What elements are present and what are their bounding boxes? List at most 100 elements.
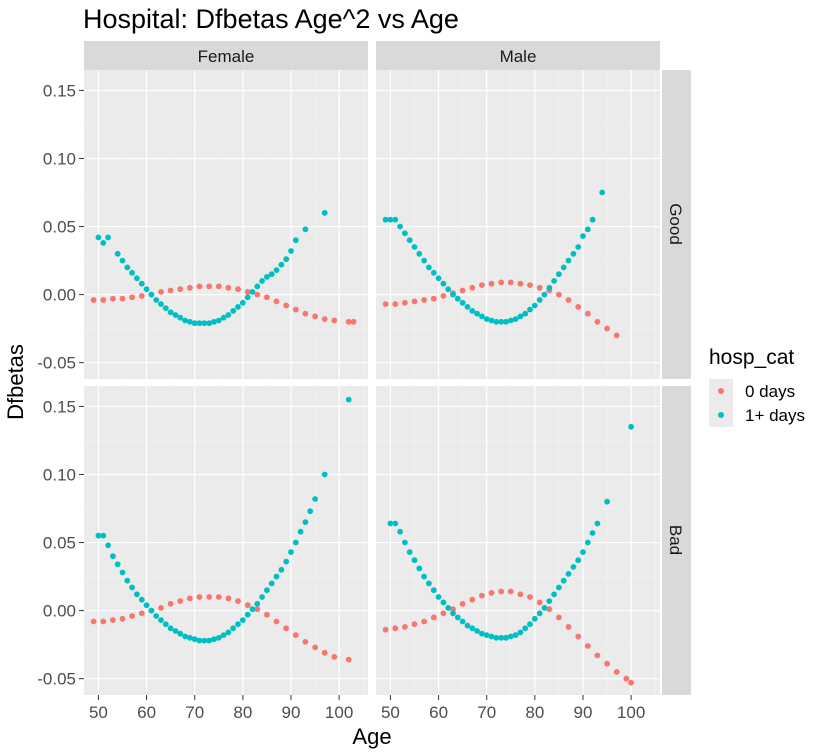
- point-1-days: [302, 519, 309, 525]
- point-0-days: [225, 284, 232, 291]
- point-1-days: [249, 289, 256, 295]
- point-0-days: [187, 284, 193, 291]
- point-0-days: [345, 656, 352, 663]
- point-1-days: [522, 625, 529, 632]
- point-1-days: [143, 602, 150, 609]
- point-1-days: [196, 637, 203, 644]
- panels: [84, 70, 660, 695]
- x-tick-label: 80: [525, 703, 544, 722]
- point-0-days: [536, 599, 543, 606]
- point-1-days: [235, 304, 241, 310]
- x-tick-label: 70: [185, 703, 204, 722]
- point-1-days: [435, 275, 442, 282]
- point-1-days: [522, 310, 529, 317]
- point-1-days: [589, 216, 596, 223]
- point-0-days: [628, 679, 634, 686]
- point-0-days: [264, 611, 270, 618]
- point-1-days: [503, 318, 509, 325]
- y-tick-label: -0.05: [37, 670, 76, 689]
- point-1-days: [345, 396, 352, 403]
- point-0-days: [273, 618, 280, 625]
- point-0-days: [292, 632, 299, 638]
- point-1-days: [450, 291, 456, 298]
- point-1-days: [292, 539, 299, 546]
- point-0-days: [479, 282, 485, 288]
- point-1-days: [421, 257, 427, 264]
- point-1-days: [536, 297, 543, 303]
- point-0-days: [392, 301, 399, 307]
- point-0-days: [498, 588, 505, 595]
- point-1-days: [392, 216, 399, 223]
- point-0-days: [488, 280, 495, 287]
- point-1-days: [503, 634, 509, 641]
- point-0-days: [187, 595, 193, 602]
- point-1-days: [278, 261, 285, 268]
- point-1-days: [541, 605, 548, 611]
- point-1-days: [575, 244, 582, 250]
- strip-background-female: [84, 41, 368, 70]
- strip-label-male: Male: [500, 47, 537, 66]
- point-1-days: [474, 628, 480, 634]
- point-1-days: [162, 621, 169, 628]
- y-tick-label: 0.05: [43, 534, 76, 553]
- point-1-days: [517, 629, 524, 636]
- point-0-days: [196, 594, 203, 600]
- y-tick-label: 0.00: [43, 286, 76, 305]
- point-1-days: [321, 471, 328, 478]
- point-1-days: [397, 223, 403, 230]
- point-1-days: [459, 299, 466, 306]
- point-0-days: [517, 280, 524, 287]
- point-0-days: [411, 298, 418, 305]
- point-0-days: [584, 310, 591, 317]
- panel-male-good: [376, 70, 660, 379]
- point-1-days: [254, 600, 261, 607]
- point-0-days: [235, 598, 241, 604]
- point-1-days: [402, 230, 408, 237]
- point-1-days: [172, 628, 179, 634]
- point-0-days: [283, 302, 290, 309]
- point-0-days: [235, 286, 241, 293]
- point-1-days: [312, 496, 318, 502]
- point-0-days: [158, 289, 164, 295]
- point-0-days: [321, 316, 328, 322]
- x-tick-label: 100: [617, 703, 645, 722]
- point-0-days: [273, 298, 280, 305]
- point-1-days: [297, 528, 304, 535]
- x-tick-label: 90: [282, 703, 301, 722]
- point-1-days: [182, 317, 189, 324]
- point-0-days: [167, 600, 174, 607]
- point-1-days: [172, 312, 179, 318]
- point-1-days: [406, 237, 413, 244]
- point-0-days: [575, 304, 582, 310]
- point-0-days: [517, 591, 524, 598]
- point-0-days: [382, 626, 389, 633]
- point-1-days: [541, 291, 548, 298]
- point-1-days: [268, 271, 275, 278]
- point-1-days: [100, 240, 107, 246]
- point-0-days: [575, 633, 582, 640]
- y-tick-label: 0.05: [43, 218, 76, 237]
- point-1-days: [220, 632, 227, 638]
- point-0-days: [167, 287, 174, 294]
- point-1-days: [469, 308, 476, 314]
- point-1-days: [464, 304, 471, 310]
- point-0-days: [469, 596, 476, 603]
- x-tick-label: 100: [325, 703, 353, 722]
- point-1-days: [124, 577, 131, 584]
- point-0-days: [507, 279, 514, 286]
- point-0-days: [527, 282, 533, 288]
- point-1-days: [474, 310, 480, 317]
- point-0-days: [312, 313, 318, 320]
- point-1-days: [426, 264, 432, 271]
- point-1-days: [454, 614, 461, 621]
- point-1-days: [498, 318, 505, 325]
- point-0-days: [594, 318, 601, 325]
- point-1-days: [259, 278, 265, 284]
- point-0-days: [613, 669, 620, 675]
- point-1-days: [440, 280, 447, 287]
- point-1-days: [507, 633, 514, 640]
- point-1-days: [556, 584, 562, 591]
- point-1-days: [493, 634, 500, 641]
- point-1-days: [551, 278, 557, 284]
- point-0-days: [244, 289, 251, 295]
